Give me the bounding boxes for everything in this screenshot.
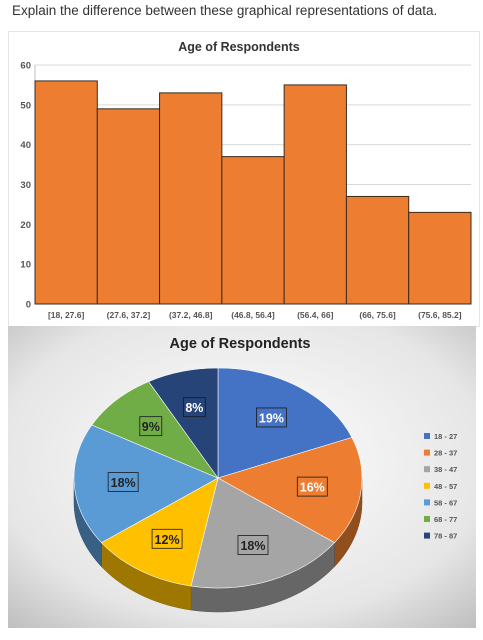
legend-label: 48 - 57 bbox=[434, 482, 457, 491]
pie-chart: Age of Respondents 19% 16% 18% 12% 18% 9% 8% 1… bbox=[8, 326, 476, 628]
histogram-bar bbox=[159, 92, 223, 305]
x-tick-label: (46.8, 56.4] bbox=[231, 310, 275, 320]
pie-label-box bbox=[107, 472, 139, 492]
histogram-bar bbox=[221, 156, 285, 305]
pie-title: Age of Respondents bbox=[170, 336, 311, 352]
histogram-chart: Age of Respondents 0 10 20 30 40 50 60 [18, 27… bbox=[20, 40, 472, 320]
x-tick-label: (37.2, 46.8] bbox=[169, 310, 213, 320]
pie-panel: Age of Respondents 19% 16% 18% 12% 18% 9% 8% 1… bbox=[8, 326, 476, 628]
y-tick-label: 50 bbox=[20, 100, 31, 111]
histogram-bar bbox=[408, 211, 472, 305]
pie-label-box bbox=[151, 528, 183, 549]
legend-swatch bbox=[424, 449, 430, 456]
x-tick-label: (66, 75.6] bbox=[359, 310, 396, 320]
legend-label: 28 - 37 bbox=[434, 449, 457, 458]
pie-percent-label: 18% bbox=[111, 476, 136, 490]
histogram-panel: Age of Respondents 0 10 20 30 40 50 60 [18, 27… bbox=[8, 31, 480, 327]
x-tick-label: (27.6, 37.2] bbox=[107, 310, 151, 320]
x-tick-label: [18, 27.6] bbox=[48, 310, 85, 320]
legend-swatch bbox=[424, 482, 430, 489]
pie-percent-label: 8% bbox=[185, 401, 203, 415]
pie-percent-label: 16% bbox=[300, 481, 325, 495]
pie-slice bbox=[217, 437, 363, 544]
y-tick-label: 0 bbox=[26, 300, 31, 311]
x-tick-label: (56.4, 66] bbox=[297, 310, 334, 320]
y-tick-label: 20 bbox=[20, 220, 31, 231]
legend-swatch bbox=[424, 433, 430, 439]
pie-percent-label: 18% bbox=[240, 539, 265, 553]
y-tick-label: 10 bbox=[20, 260, 31, 271]
pie-slice bbox=[148, 367, 219, 479]
pie-label-box bbox=[296, 476, 328, 497]
y-tick-label: 60 bbox=[20, 61, 31, 72]
pie-label-box bbox=[182, 397, 206, 418]
histogram-bar bbox=[283, 84, 347, 305]
y-tick-label: 30 bbox=[20, 180, 31, 191]
legend-label: 68 - 77 bbox=[434, 515, 457, 524]
pie-label-box bbox=[237, 535, 269, 555]
histogram-bar bbox=[34, 80, 98, 305]
pie-percent-label: 9% bbox=[142, 420, 160, 434]
pie-percent-label: 19% bbox=[259, 411, 284, 425]
legend-label: 38 - 47 bbox=[434, 465, 457, 474]
legend-swatch bbox=[424, 532, 430, 539]
pie-label-box bbox=[256, 407, 287, 428]
y-tick-label: 40 bbox=[20, 140, 31, 151]
histogram-bar bbox=[345, 195, 410, 305]
legend-label: 78 - 87 bbox=[434, 532, 457, 541]
pie-slice bbox=[190, 477, 335, 589]
pie-label-box bbox=[139, 416, 163, 437]
question-text: Explain the difference between these gra… bbox=[12, 3, 438, 18]
legend-label: 58 - 67 bbox=[434, 498, 457, 507]
pie-percent-label: 12% bbox=[155, 533, 180, 547]
legend-swatch bbox=[424, 499, 430, 506]
histogram-bar bbox=[96, 108, 161, 305]
histogram-title: Age of Respondents bbox=[178, 40, 300, 54]
pie-slice bbox=[73, 424, 219, 544]
legend-label: 18 - 27 bbox=[434, 432, 457, 441]
x-tick-label: (75.6, 85.2] bbox=[418, 310, 462, 320]
legend-swatch bbox=[424, 466, 430, 473]
legend-swatch bbox=[424, 516, 430, 522]
